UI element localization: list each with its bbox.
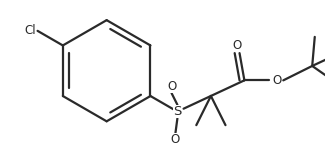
Text: Cl: Cl bbox=[24, 24, 36, 37]
Text: S: S bbox=[173, 105, 182, 118]
Text: O: O bbox=[273, 74, 282, 87]
Text: O: O bbox=[167, 80, 176, 93]
Text: O: O bbox=[232, 39, 241, 52]
Text: O: O bbox=[171, 133, 180, 146]
